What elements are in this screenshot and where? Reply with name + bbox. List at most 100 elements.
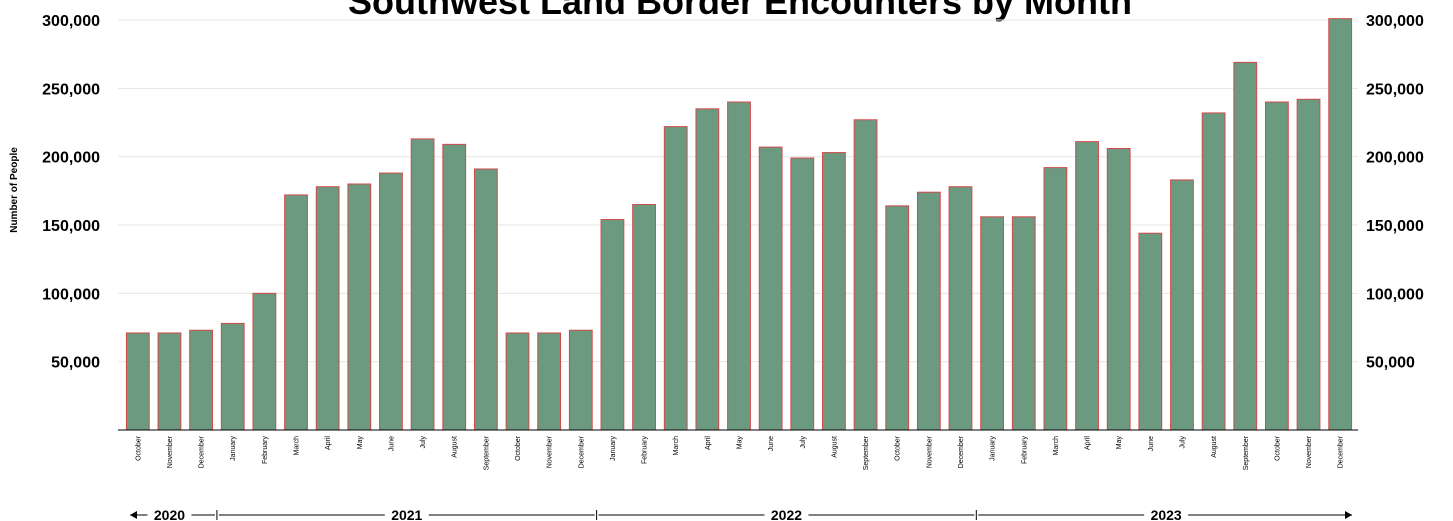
bar: [252, 292, 277, 431]
x-tick-label: October: [135, 435, 142, 461]
bar: [727, 101, 751, 431]
x-tick-label: May: [357, 436, 364, 450]
year-label: 2022: [771, 507, 802, 521]
bars: [125, 18, 1353, 431]
bar: [663, 126, 688, 431]
y-tick-label-right: 50,000: [1366, 355, 1415, 372]
bar: [1011, 216, 1036, 431]
x-tick-label: October: [895, 435, 902, 461]
bar: [853, 119, 878, 431]
x-tick-label: February: [642, 436, 649, 465]
bar: [632, 204, 656, 431]
bar: [1328, 18, 1353, 431]
x-tick-label: February: [1021, 436, 1028, 465]
x-tick-label: July: [800, 436, 807, 449]
bar: [790, 157, 815, 431]
year-label: 2021: [391, 507, 422, 521]
x-tick-label: March: [294, 436, 301, 456]
bar: [822, 152, 846, 431]
bar: [1233, 61, 1258, 431]
bar: [1296, 98, 1321, 431]
x-tick-label: August: [831, 436, 838, 458]
x-tick-label: November: [547, 435, 554, 468]
chart-title: Southwest Land Border Encounters by Mont…: [348, 0, 1132, 22]
bar: [410, 138, 435, 431]
x-tick-label: October: [515, 435, 522, 461]
bar: [948, 186, 973, 431]
bar: [1201, 112, 1226, 431]
x-tick-label: December: [199, 435, 206, 468]
bar: [980, 216, 1005, 431]
x-tick-label: May: [1116, 436, 1123, 450]
right-y-axis-ticks: 50,000 100,000 150,000 200,000 250,000 300,00…: [1366, 13, 1424, 372]
y-tick-label: 150,000: [42, 218, 100, 235]
year-label: 2020: [154, 507, 185, 521]
bar: [315, 186, 340, 431]
year-label: 2023: [1151, 507, 1182, 521]
x-tick-label: March: [1053, 436, 1060, 456]
x-tick-label: April: [325, 436, 332, 450]
y-axis-label: Number of People: [9, 147, 20, 233]
x-tick-label: January: [230, 436, 237, 461]
bar: [379, 172, 403, 431]
y-tick-label-right: 300,000: [1366, 13, 1424, 30]
x-tick-label: January: [610, 436, 617, 461]
x-tick-label: June: [768, 436, 775, 451]
year-labels: 2020 2021 2022 2023: [130, 507, 1352, 521]
bar: [220, 322, 245, 431]
bar: [568, 329, 593, 431]
bar: [284, 194, 308, 431]
x-tick-label: July: [420, 436, 427, 449]
bar: [157, 332, 182, 431]
x-tick-label: May: [737, 436, 744, 450]
y-tick-label: 200,000: [42, 150, 100, 167]
bar: [1075, 141, 1099, 431]
bar: [695, 108, 720, 431]
x-tick-label: December: [578, 435, 585, 468]
x-tick-label: October: [1274, 435, 1281, 461]
y-tick-label: 100,000: [42, 286, 100, 303]
bar: [125, 332, 150, 431]
left-y-axis-ticks: 50,000 100,000 150,000 200,000 250,000 300,00…: [42, 13, 100, 372]
x-tick-label: June: [1148, 436, 1155, 451]
x-tick-label: July: [1179, 436, 1186, 449]
x-tick-label: January: [990, 436, 997, 461]
bar: [473, 168, 498, 431]
x-tick-label: April: [1085, 436, 1092, 450]
x-tick-label: April: [705, 436, 712, 450]
x-tick-label: November: [926, 435, 933, 468]
x-tick-label: December: [1338, 435, 1345, 468]
bar: [1106, 147, 1131, 431]
x-tick-label: November: [167, 435, 174, 468]
x-tick-label: March: [673, 436, 680, 456]
x-tick-label: November: [1306, 435, 1313, 468]
y-tick-label: 250,000: [42, 81, 100, 98]
bar: [1138, 232, 1163, 431]
x-tick-label: September: [483, 435, 490, 470]
bar: [600, 219, 625, 431]
bar: [1043, 167, 1068, 431]
y-tick-label-right: 150,000: [1366, 218, 1424, 235]
x-tick-label: February: [262, 436, 269, 465]
left-arrow: [130, 511, 137, 519]
y-tick-label: 50,000: [51, 355, 100, 372]
bar: [1170, 179, 1194, 431]
bar: [916, 191, 941, 431]
bar: [1265, 101, 1289, 431]
bar: [189, 329, 213, 431]
x-tick-label: December: [958, 435, 965, 468]
bar: [885, 205, 910, 431]
y-tick-label-right: 250,000: [1366, 81, 1424, 98]
y-tick-label-right: 100,000: [1366, 286, 1424, 303]
x-tick-label: August: [1211, 436, 1218, 458]
bar: [537, 332, 562, 431]
bar: [505, 332, 530, 431]
bar: [442, 143, 467, 431]
x-tick-label: September: [1243, 435, 1250, 470]
x-tick-label: June: [388, 436, 395, 451]
bar: [758, 146, 783, 431]
right-arrow: [1345, 511, 1352, 519]
y-tick-label-right: 200,000: [1366, 150, 1424, 167]
y-tick-label: 300,000: [42, 13, 100, 30]
